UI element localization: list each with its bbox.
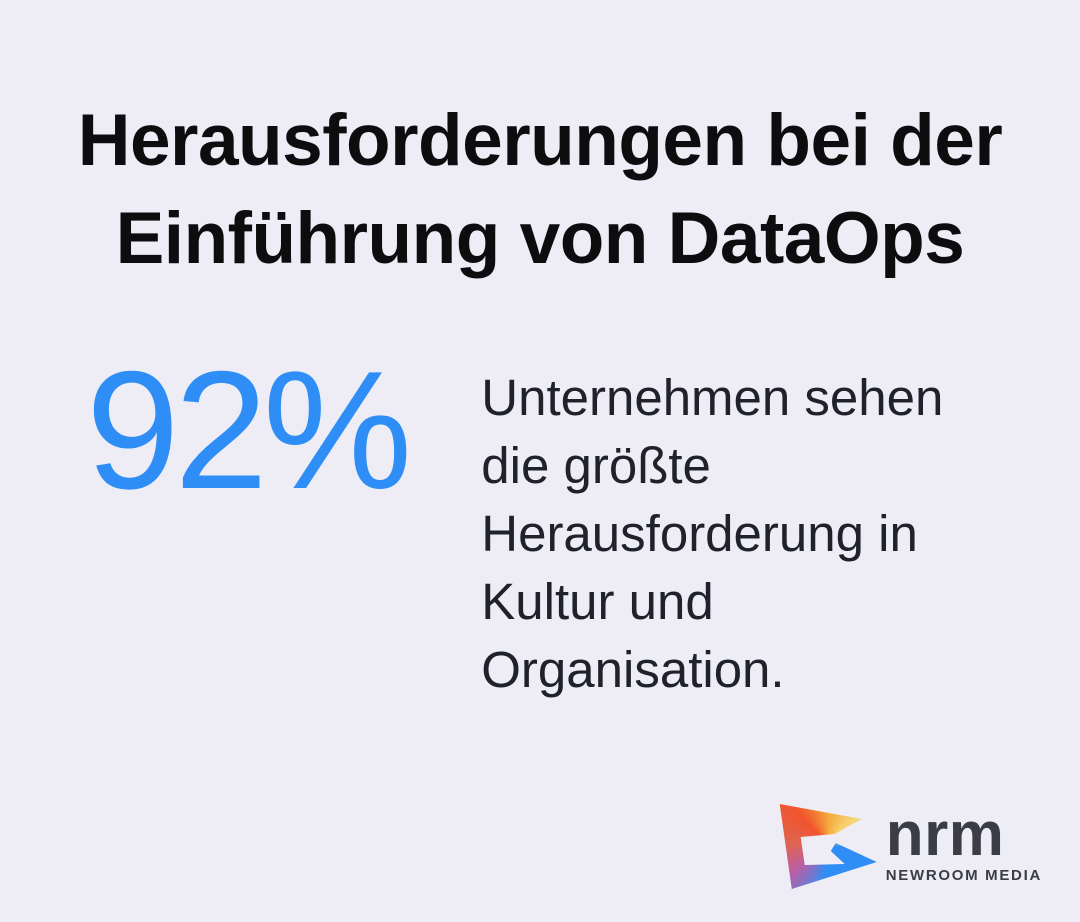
page-title: Herausforderungen bei der Einführung von… bbox=[40, 92, 1040, 288]
stat-description-line-4: Kultur und bbox=[481, 573, 714, 630]
stat-description-line-5: Organisation. bbox=[481, 641, 785, 698]
stat-section: 92% Unternehmen sehen die größte Herausf… bbox=[86, 346, 1080, 704]
logo-text-block: nrm NEWROOM MEDIA bbox=[885, 799, 1042, 885]
page-title-line-2: Einführung von DataOps bbox=[115, 198, 965, 279]
logo-wordmark: nrm bbox=[885, 799, 1005, 869]
stat-description-line-1: Unternehmen sehen bbox=[481, 369, 944, 426]
newroom-media-logo: nrm NEWROOM MEDIA bbox=[779, 801, 1042, 889]
page-title-line-1: Herausforderungen bei der bbox=[77, 100, 1003, 181]
stat-value: 92% bbox=[86, 336, 412, 524]
stat-description-line-2: die größte bbox=[481, 437, 711, 494]
stat-description-line-3: Herausforderung in bbox=[481, 505, 918, 562]
stat-description: Unternehmen sehen die größte Herausforde… bbox=[481, 346, 943, 704]
newroom-media-mark-icon bbox=[779, 803, 877, 889]
logo-subtitle: NEWROOM MEDIA bbox=[885, 867, 1042, 885]
